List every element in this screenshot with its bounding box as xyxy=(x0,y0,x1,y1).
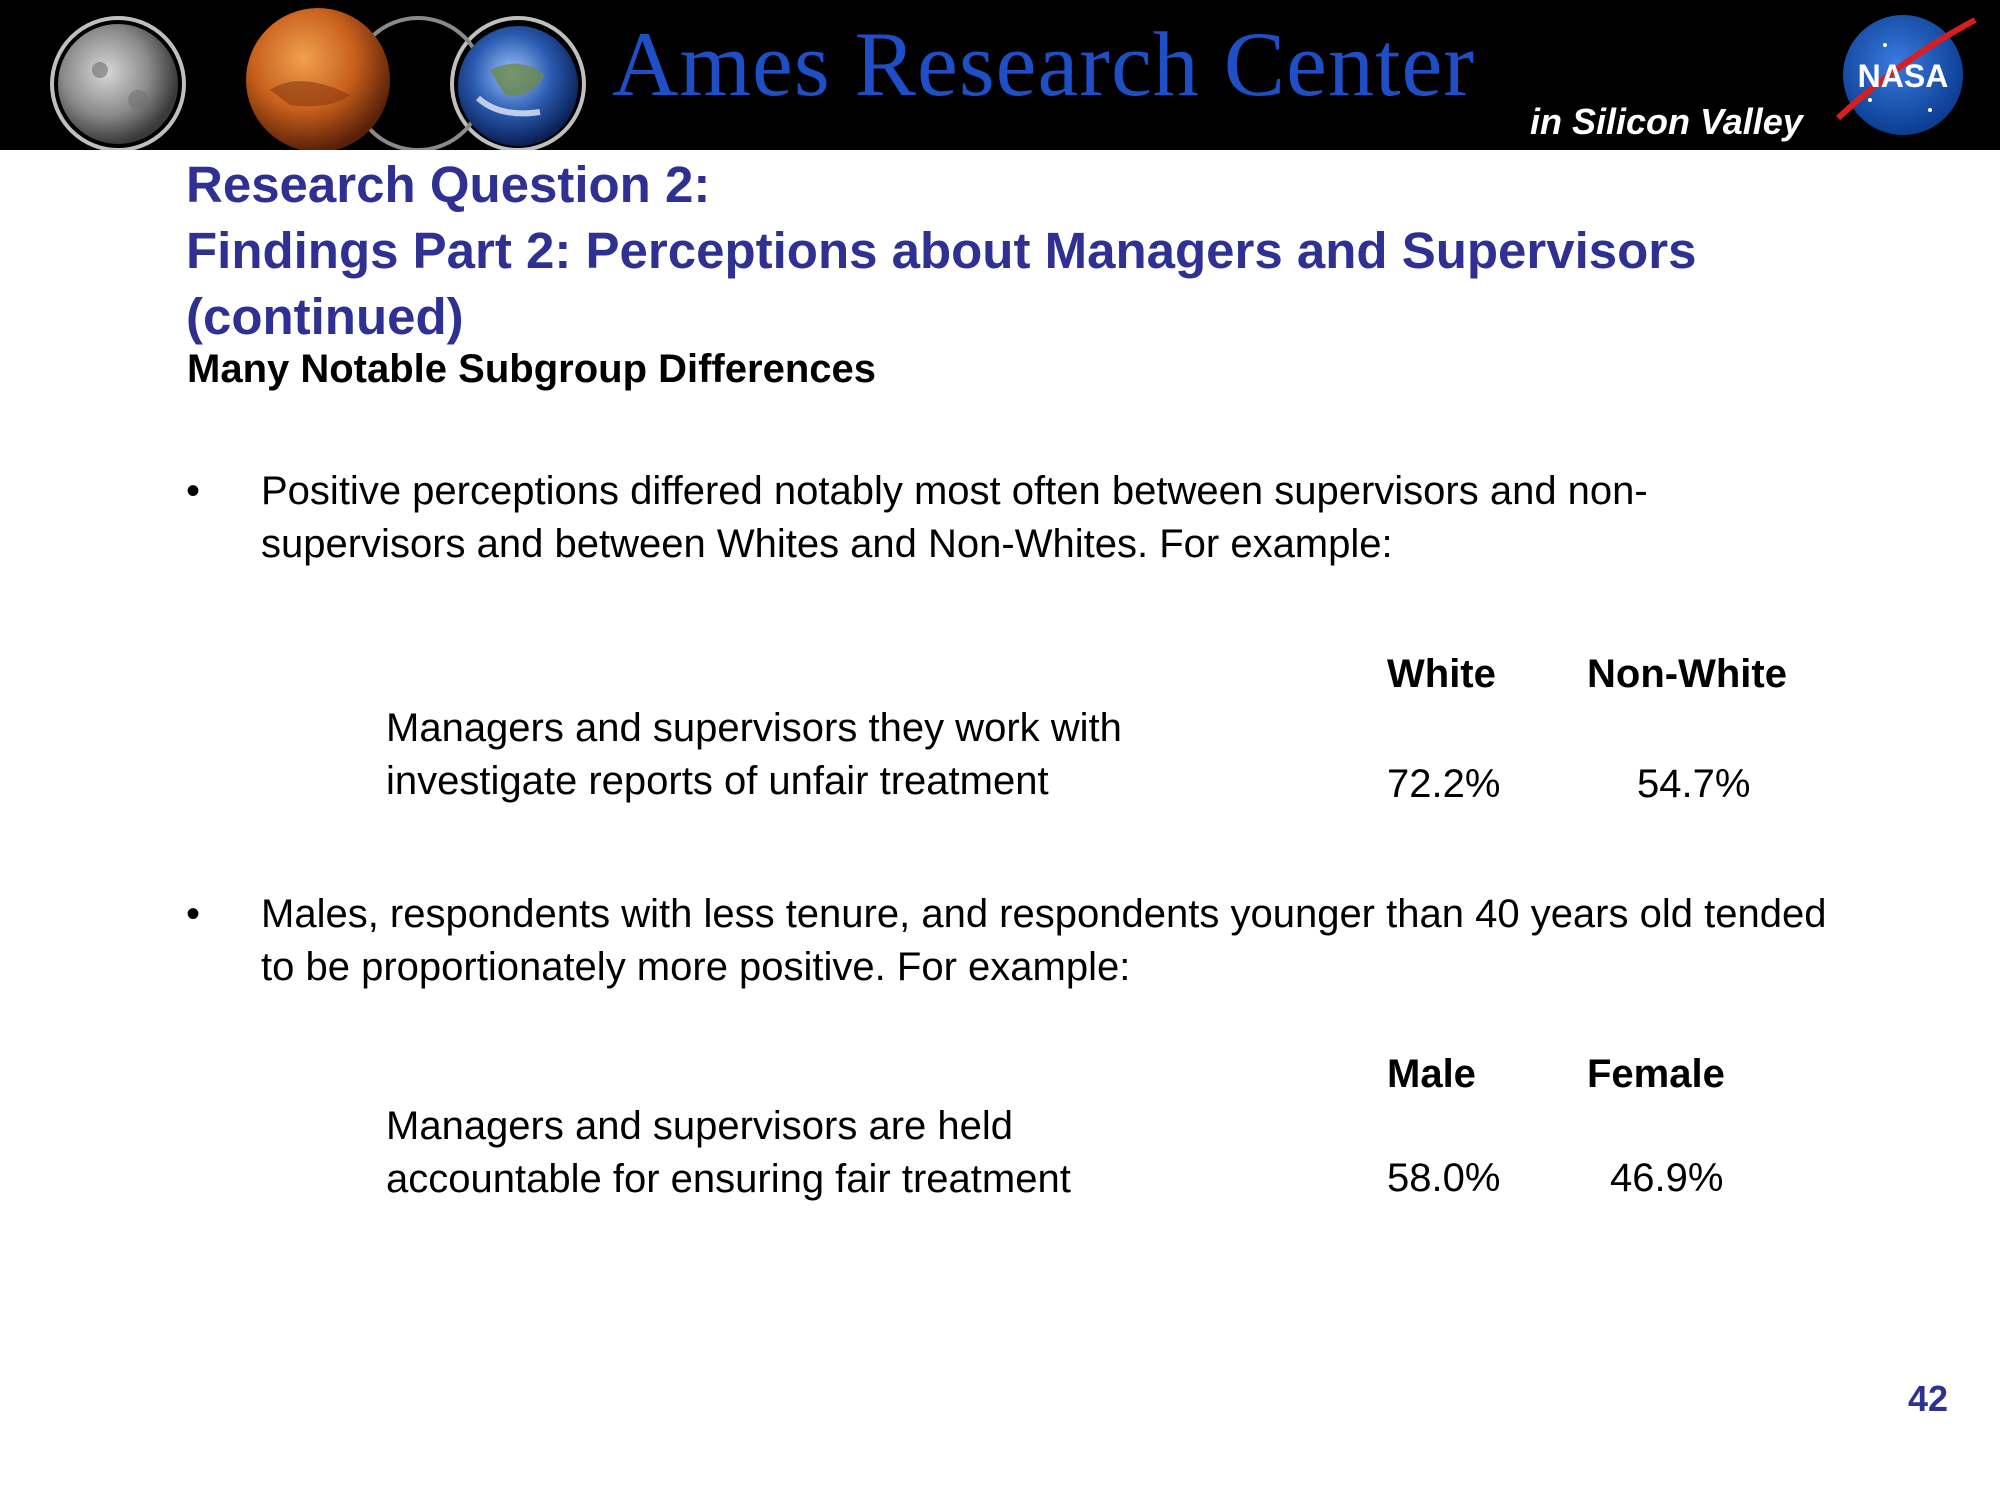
slide-subtitle: Many Notable Subgroup Differences xyxy=(187,347,876,391)
table1-value-white: 72.2% xyxy=(1387,762,1501,806)
earth-icon xyxy=(458,26,578,146)
title-line-2: Findings Part 2: Perceptions about Manag… xyxy=(186,222,1697,279)
table2-value-female: 46.9% xyxy=(1610,1156,1724,1200)
title-line-1: Research Question 2: xyxy=(186,156,711,213)
mars-icon xyxy=(246,8,390,150)
table1-value-nonwhite: 54.7% xyxy=(1637,762,1751,806)
banner-graphics: NASA xyxy=(50,8,1977,150)
table2-label-line-2: accountable for ensuring fair treatment xyxy=(386,1157,1071,1201)
header-banner: NASA Ames Research Center in Silicon Val… xyxy=(0,0,2000,150)
bullet-2-text: Males, respondents with less tenure, and… xyxy=(261,892,1827,989)
nasa-logo-text: NASA xyxy=(1858,58,1949,94)
table1-label-line-2: investigate reports of unfair treatment xyxy=(386,759,1049,803)
table1-label-line-1: Managers and supervisors they work with xyxy=(386,706,1122,750)
slide-title: Research Question 2: Findings Part 2: Pe… xyxy=(186,152,1886,350)
table2-label-line-1: Managers and supervisors are held xyxy=(386,1104,1014,1148)
bullet-dot-icon: • xyxy=(186,892,201,936)
banner-subtitle: in Silicon Valley xyxy=(1530,101,1803,142)
bullet-1-text: Positive perceptions differed notably mo… xyxy=(261,469,1648,566)
nasa-logo-icon: NASA xyxy=(1835,15,1977,135)
table1-row-label: Managers and supervisors they work with … xyxy=(386,702,1386,808)
moon-icon xyxy=(58,24,178,144)
table2-header-female: Female xyxy=(1587,1052,1725,1096)
table2-header-male: Male xyxy=(1387,1052,1476,1096)
bullet-dot-icon: • xyxy=(186,469,201,513)
banner-title: Ames Research Center xyxy=(612,13,1476,115)
table2-row-label: Managers and supervisors are held accoun… xyxy=(386,1100,1386,1206)
table2-value-male: 58.0% xyxy=(1387,1156,1501,1200)
page-number: 42 xyxy=(1907,1378,1948,1419)
table1-header-nonwhite: Non-White xyxy=(1587,652,1787,696)
table1-header-white: White xyxy=(1387,652,1496,696)
title-line-3: (continued) xyxy=(186,288,464,345)
